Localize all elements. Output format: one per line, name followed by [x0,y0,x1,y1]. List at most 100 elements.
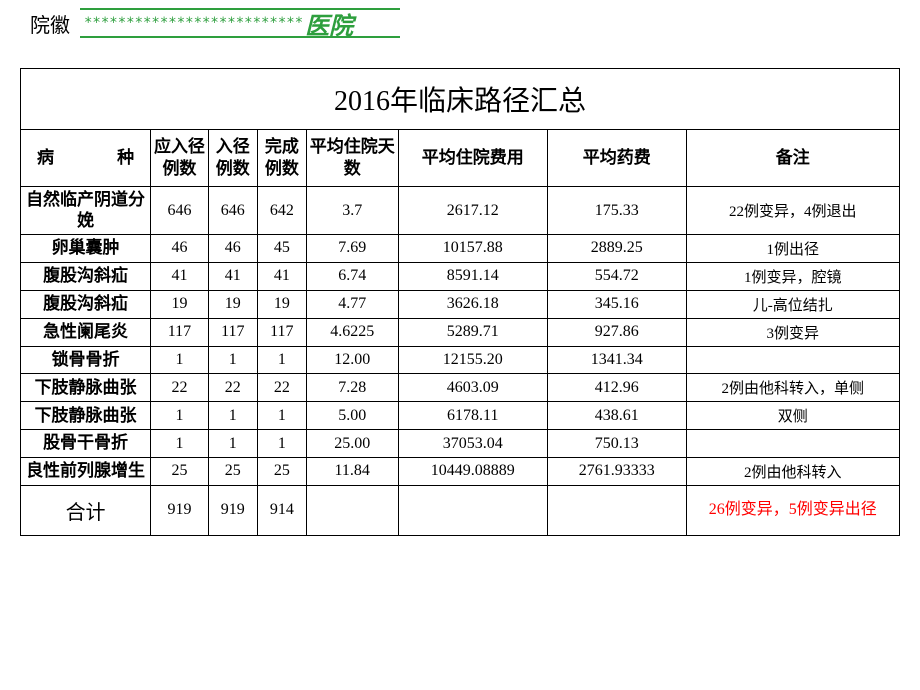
cost-cell: 37053.04 [398,430,547,457]
med-cell: 175.33 [547,187,686,235]
banner-asterisks: ************************** [80,15,303,31]
col-header-med: 平均药费 [547,130,686,187]
table-row: 急性阑尾炎1171171174.62255289.71927.863例变异 [21,318,900,346]
c1-cell: 22 [151,374,209,402]
c3-cell: 22 [257,374,306,402]
days-cell: 11.84 [306,457,398,485]
table-row: 腹股沟斜疝4141416.748591.14554.721例变异，腔镜 [21,262,900,290]
c3-cell: 642 [257,187,306,235]
c3-cell: 1 [257,402,306,430]
c3-cell: 19 [257,290,306,318]
note-cell: 双侧 [686,402,899,430]
c2-cell: 41 [208,262,257,290]
col-header-disease: 病 种 [21,130,151,187]
total-cost [398,485,547,535]
med-cell: 345.16 [547,290,686,318]
note-cell: 1例变异，腔镜 [686,262,899,290]
med-cell: 1341.34 [547,346,686,373]
med-cell: 438.61 [547,402,686,430]
note-cell: 儿-高位结扎 [686,290,899,318]
c1-cell: 1 [151,402,209,430]
banner-bottom-line [80,36,400,38]
table-title: 2016年临床路径汇总 [21,69,900,130]
disease-cell: 股骨干骨折 [21,430,151,457]
c3-cell: 1 [257,430,306,457]
disease-cell: 腹股沟斜疝 [21,290,151,318]
table-row: 腹股沟斜疝1919194.773626.18345.16儿-高位结扎 [21,290,900,318]
c1-cell: 1 [151,430,209,457]
cost-cell: 10157.88 [398,234,547,262]
title-row: 2016年临床路径汇总 [21,69,900,130]
c3-cell: 41 [257,262,306,290]
total-label: 合计 [21,485,151,535]
banner-top-line [80,8,400,10]
days-cell: 7.28 [306,374,398,402]
med-cell: 412.96 [547,374,686,402]
med-cell: 750.13 [547,430,686,457]
cost-cell: 10449.08889 [398,457,547,485]
table-row: 锁骨骨折11112.0012155.201341.34 [21,346,900,373]
c1-cell: 117 [151,318,209,346]
col-header-note: 备注 [686,130,899,187]
page-header: 院徽 ************************** 医院 [0,0,920,38]
hospital-banner: ************************** 医院 [80,8,353,38]
cost-cell: 5289.71 [398,318,547,346]
days-cell: 3.7 [306,187,398,235]
c2-cell: 117 [208,318,257,346]
col-header-enter: 入径例数 [208,130,257,187]
days-cell: 4.6225 [306,318,398,346]
table-row: 股骨干骨折11125.0037053.04750.13 [21,430,900,457]
days-cell: 5.00 [306,402,398,430]
c3-cell: 45 [257,234,306,262]
disease-cell: 急性阑尾炎 [21,318,151,346]
c2-cell: 46 [208,234,257,262]
days-cell: 25.00 [306,430,398,457]
logo-label: 院徽 [30,9,70,38]
c1-cell: 41 [151,262,209,290]
med-cell: 554.72 [547,262,686,290]
c1-cell: 19 [151,290,209,318]
total-note: 26例变异，5例变异出径 [686,485,899,535]
col-header-should-enter: 应入径例数 [151,130,209,187]
col-header-days: 平均住院天数 [306,130,398,187]
note-cell: 1例出径 [686,234,899,262]
table-row: 下肢静脉曲张1115.006178.11438.61双侧 [21,402,900,430]
days-cell: 7.69 [306,234,398,262]
c2-cell: 25 [208,457,257,485]
main-content: 2016年临床路径汇总 病 种 应入径例数 入径例数 完成例数 平均住院天数 平… [0,38,920,546]
cost-cell: 12155.20 [398,346,547,373]
c3-cell: 1 [257,346,306,373]
note-cell: 2例由他科转入，单侧 [686,374,899,402]
cost-cell: 6178.11 [398,402,547,430]
c1-cell: 25 [151,457,209,485]
c2-cell: 19 [208,290,257,318]
c1-cell: 646 [151,187,209,235]
note-cell: 2例由他科转入 [686,457,899,485]
c3-cell: 25 [257,457,306,485]
col-header-complete: 完成例数 [257,130,306,187]
c2-cell: 22 [208,374,257,402]
note-cell: 22例变异，4例退出 [686,187,899,235]
total-c1: 919 [151,485,209,535]
total-c2: 919 [208,485,257,535]
days-cell: 6.74 [306,262,398,290]
total-days [306,485,398,535]
days-cell: 4.77 [306,290,398,318]
col-header-cost: 平均住院费用 [398,130,547,187]
cost-cell: 2617.12 [398,187,547,235]
total-row: 合计 919 919 914 26例变异，5例变异出径 [21,485,900,535]
table-row: 下肢静脉曲张2222227.284603.09412.962例由他科转入，单侧 [21,374,900,402]
table-row: 自然临产阴道分娩6466466423.72617.12175.3322例变异，4… [21,187,900,235]
med-cell: 2761.93333 [547,457,686,485]
c1-cell: 1 [151,346,209,373]
disease-cell: 下肢静脉曲张 [21,374,151,402]
header-row: 病 种 应入径例数 入径例数 完成例数 平均住院天数 平均住院费用 平均药费 备… [21,130,900,187]
total-c3: 914 [257,485,306,535]
c2-cell: 1 [208,402,257,430]
med-cell: 2889.25 [547,234,686,262]
note-cell [686,430,899,457]
cost-cell: 4603.09 [398,374,547,402]
cost-cell: 8591.14 [398,262,547,290]
disease-cell: 下肢静脉曲张 [21,402,151,430]
table-row: 良性前列腺增生25252511.8410449.088892761.933332… [21,457,900,485]
